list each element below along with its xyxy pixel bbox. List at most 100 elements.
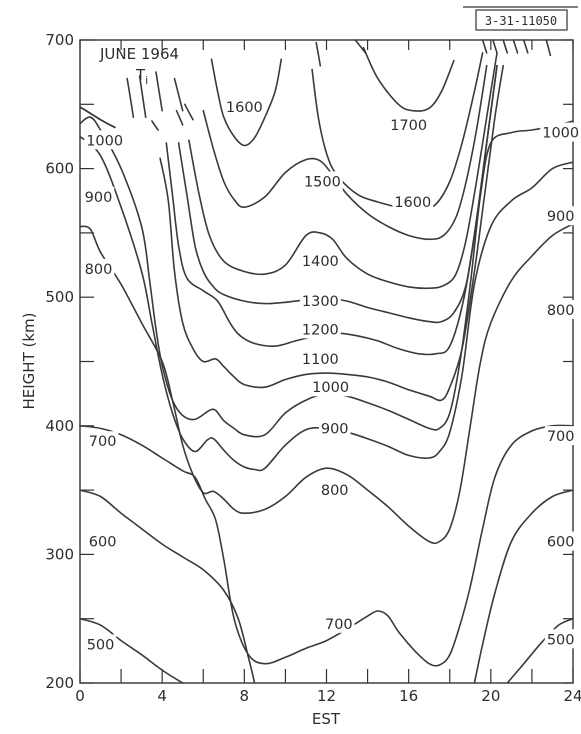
dashed-contour-1400 [502,39,509,54]
reference-number: 3-31-11050 [485,14,557,28]
contour-label-bg [544,300,577,320]
contour-label: 1000 [542,126,579,142]
contour-label: 800 [85,262,113,278]
x-tick-label: 8 [240,687,250,705]
contour-label: 700 [547,429,575,445]
contour-label-bg [544,531,577,551]
contour-label-bg [544,206,577,226]
contour-label-bg [388,114,430,134]
contour-label-bg [299,291,341,311]
contour-label: 600 [547,535,575,551]
contour-1400 [188,52,498,290]
contour-label: 1000 [86,133,123,149]
reference-number-box: 3-31-11050 [463,6,578,31]
contour-600 [473,489,574,684]
x-axis-label: EST [312,710,341,728]
contour-label-bg [544,426,577,446]
contour-label-bg [299,251,341,271]
contour-label-bg [82,186,115,206]
contour-label: 600 [89,535,117,551]
contour-label: 800 [547,303,575,319]
contour-label-bg [299,348,341,368]
y-tick-label: 600 [45,160,74,178]
contour-label-bg [392,192,434,212]
contour-label: 1200 [302,322,339,338]
contour-label: 1500 [304,174,341,190]
contour-label-bg [540,122,581,142]
contour-label: 900 [85,190,113,206]
chart-subtitle-sub: i [145,74,148,87]
dashed-contour-1500 [173,77,184,112]
contour-label: 900 [547,209,575,225]
contour-label-bg [223,96,265,116]
contour-label-bg [86,431,119,451]
contour-label-bg [318,480,351,500]
contour-label: 500 [547,632,575,648]
contour-label-bg [86,531,119,551]
dashed-contour-segments [79,39,552,129]
dashed-contour-1500 [492,39,498,54]
y-tick-label: 400 [45,417,74,435]
contour-label: 700 [89,434,117,450]
dashed-contour-1400 [155,71,163,112]
contour-label: 1100 [302,352,339,368]
dashed-contour-1200 [522,39,529,54]
contour-1400 [175,109,184,126]
dashed-contour-1600 [315,41,322,67]
contour-900 [79,135,574,472]
x-tick-label: 12 [317,687,336,705]
y-tick-label: 300 [45,545,74,563]
dashed-contour-1300 [512,39,519,54]
y-tick-labels: 200 300 400 500 600 700 [45,31,74,692]
contour-1700 [362,46,455,112]
dashed-contour-1600 [481,39,488,54]
contour-1000 [79,116,574,438]
dashed-contour-1300 [138,75,147,118]
chart-subtitle-main: T [135,66,146,84]
contour-label: 1300 [302,294,339,310]
contour-800 [79,223,574,545]
contour-600 [79,489,256,684]
contour-1200 [165,64,498,356]
dashed-contour-1000 [79,106,116,129]
contour-1100 [151,120,159,131]
contour-1600 [210,58,283,147]
contour-label: 700 [325,617,353,633]
axis-ticks [79,39,574,684]
x-tick-label: 20 [481,687,500,705]
contour-1500 [202,64,488,241]
x-tick-label: 0 [75,687,85,705]
contour-label-bg [299,319,341,339]
contour-label-bg [310,377,352,397]
contour-lines [79,46,574,684]
contour-label-bg [544,629,577,649]
dashed-contour-1100 [545,39,552,57]
contour-1500 [184,103,194,121]
contour-label: 900 [321,421,349,437]
contour-label-bg [82,258,115,278]
contour-label-bg [301,171,343,191]
y-axis-label: HEIGHT (km) [20,312,38,409]
dashed-contour-1700 [354,39,367,54]
contour-label: 1600 [226,100,263,116]
chart-subtitle: Ti [135,66,148,87]
contour-1100 [159,64,504,402]
x-tick-label: 16 [399,687,418,705]
contour-label-bg [318,418,351,438]
contour-labels: 1600 1700 1000 1000 1500 1600 900 900 800 1400 130… [82,96,581,654]
y-tick-label: 200 [45,674,74,692]
contour-label: 1600 [394,195,431,211]
contour-label: 500 [87,637,115,653]
contour-label: 800 [321,483,349,499]
contour-label-bg [84,634,117,654]
contour-500 [79,617,184,684]
chart-title: JUNE 1964 [99,45,179,63]
y-tick-label: 500 [45,288,74,306]
contour-label: 1000 [312,380,349,396]
contour-label: 1700 [390,118,427,134]
contour-500 [506,617,574,684]
y-tick-label: 700 [45,31,74,49]
x-tick-label: 24 [563,687,581,705]
dashed-contour-1200 [126,77,135,118]
